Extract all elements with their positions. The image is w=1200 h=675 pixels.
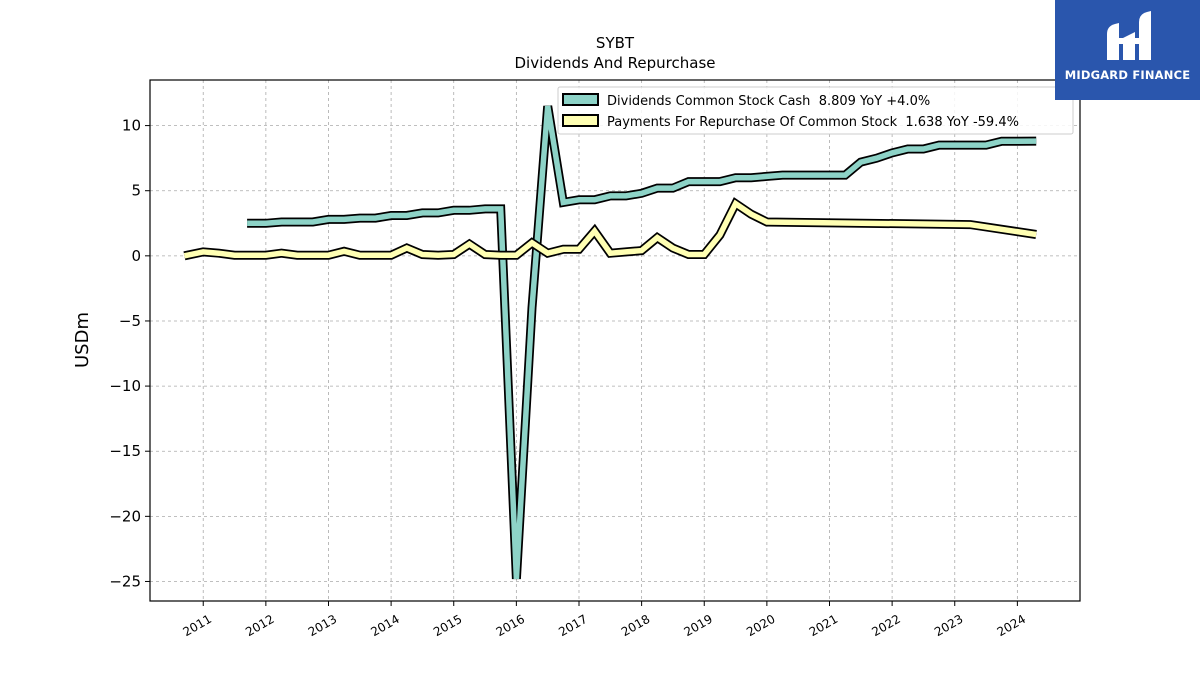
legend: Dividends Common Stock Cash 8.809 YoY +4…	[557, 86, 1074, 135]
y-tick-label: −25	[109, 572, 141, 590]
legend-label-repurchase: Payments For Repurchase Of Common Stock …	[607, 115, 1019, 130]
dividends-line	[247, 105, 1037, 580]
x-tick-label: 2023	[932, 612, 965, 639]
brand-logo: MIDGARD FINANCE	[1055, 0, 1200, 100]
x-tick-label: 2017	[556, 612, 589, 639]
x-tick-label: 2018	[619, 612, 652, 639]
x-tick-label: 2022	[869, 612, 902, 639]
legend-swatch-repurchase	[562, 114, 599, 127]
logo-text: MIDGARD FINANCE	[1064, 68, 1191, 82]
y-tick-label: −5	[119, 312, 141, 330]
axes: 2011 2012 2013 2014 2015 2016 2017 2018 2019 2020…	[109, 79, 1081, 639]
x-tick-label: 2016	[494, 612, 527, 639]
x-tick-label: 2019	[682, 612, 715, 639]
x-tick-label: 2021	[807, 612, 840, 639]
legend-swatch-dividends	[562, 93, 599, 106]
y-tick-label: −20	[109, 507, 141, 525]
plot-frame	[149, 79, 1081, 602]
y-tick-label: 10	[122, 117, 141, 135]
y-tick-label: −10	[109, 377, 141, 395]
chart-subtitle: Dividends And Repurchase	[514, 54, 715, 72]
grid	[150, 80, 1080, 601]
x-tick-label: 2011	[181, 612, 214, 639]
x-tick-label: 2015	[431, 612, 464, 639]
x-tick-label: 2024	[995, 612, 1028, 639]
repurchase-line	[183, 199, 1037, 259]
y-tick-label: 0	[131, 247, 141, 265]
chart-title: SYBT	[596, 34, 635, 52]
repurchase-line-outline	[183, 197, 1037, 261]
x-tick-label: 2014	[368, 612, 401, 639]
x-tick-label: 2020	[744, 612, 777, 639]
x-tick-label: 2012	[243, 612, 276, 639]
y-tick-label: 5	[131, 182, 141, 200]
logo-mark-icon	[1107, 11, 1151, 60]
y-axis-label: USDm	[72, 312, 93, 368]
x-tick-label: 2013	[306, 612, 339, 639]
legend-label-dividends: Dividends Common Stock Cash 8.809 YoY +4…	[607, 94, 930, 109]
y-tick-label: −15	[109, 442, 141, 460]
series-lines	[183, 105, 1037, 580]
legend-box	[557, 86, 1074, 135]
